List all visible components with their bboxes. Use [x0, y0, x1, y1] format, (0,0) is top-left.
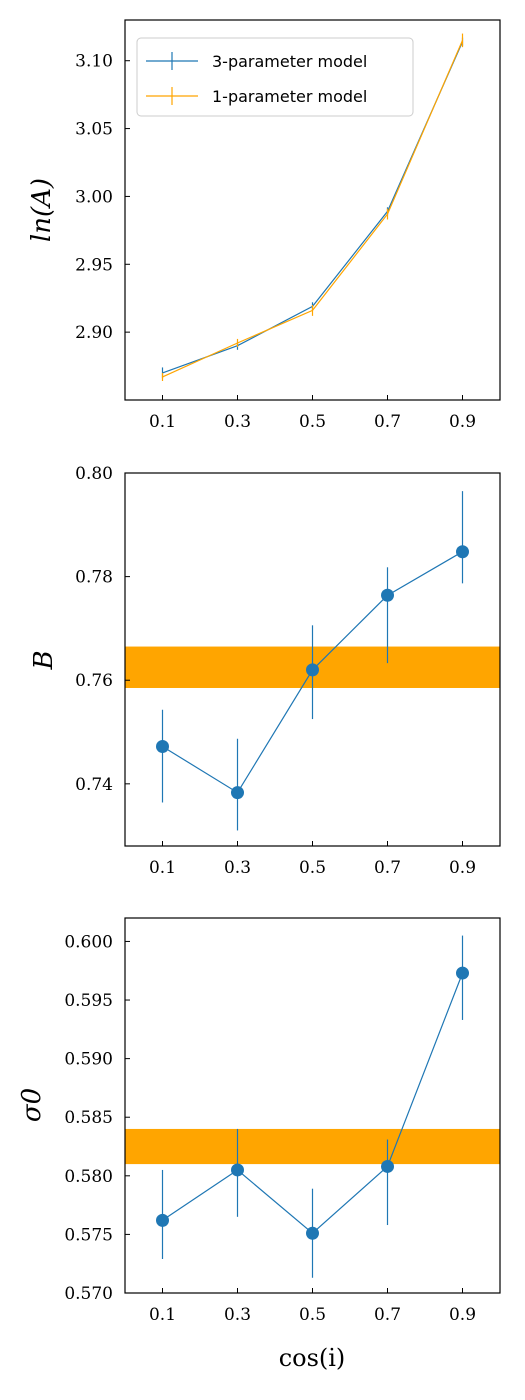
panel-sigma0: 0.1 0.3 0.5 0.7 0.9 0.570 0.575 0.580 0.585 0.590… [17, 917, 501, 1325]
y-tick-label: 0.595 [64, 991, 113, 1011]
x-tick-label: 0.3 [224, 1305, 251, 1325]
y-axis-label: σ0 [17, 1088, 47, 1122]
y-tick-label: 0.575 [64, 1225, 113, 1245]
x-tick-label: 0.1 [149, 412, 176, 432]
y-tick-label: 3.05 [75, 120, 113, 140]
panel-B: 0.1 0.3 0.5 0.7 0.9 0.74 0.76 0.78 0.80 B [29, 464, 501, 878]
y-tick-label: 2.95 [75, 255, 113, 275]
x-tick-label: 0.1 [149, 858, 176, 878]
data-point [306, 663, 319, 677]
x-tick-label: 0.5 [299, 412, 326, 432]
data-point [456, 966, 469, 980]
x-tick-label: 0.7 [374, 412, 401, 432]
legend-box [136, 37, 414, 117]
y-tick-label: 0.570 [64, 1284, 113, 1304]
x-axis-label: cos(i) [279, 1344, 346, 1372]
x-tick-label: 0.3 [224, 858, 251, 878]
reference-band [125, 1128, 500, 1165]
x-tick-label: 0.5 [299, 1305, 326, 1325]
x-tick-label: 0.9 [449, 1305, 476, 1325]
legend-label-3param: 3-parameter model [212, 52, 367, 71]
legend: 3-parameter model 1-parameter model [136, 37, 414, 117]
y-tick-label: 0.74 [75, 775, 113, 795]
y-tick-label: 0.580 [64, 1167, 113, 1187]
data-point [306, 1226, 319, 1240]
y-axis-label: ln(A) [27, 178, 57, 242]
data-point [231, 786, 244, 800]
data-point [156, 740, 169, 754]
y-axis-label: B [29, 650, 59, 670]
data-point [381, 588, 394, 602]
y-tick-label: 0.600 [64, 932, 113, 952]
y-tick-label: 3.10 [75, 52, 113, 72]
panel-lnA: 0.1 0.3 0.5 0.7 0.9 2.90 2.95 3.00 3.05 3.10 3-pa… [27, 19, 501, 432]
y-tick-label: 0.76 [75, 671, 113, 691]
y-tick-label: 0.80 [75, 464, 113, 484]
y-tick-label: 0.585 [64, 1108, 113, 1128]
data-point [381, 1159, 394, 1173]
y-tick-label: 0.590 [64, 1050, 113, 1070]
data-point [231, 1163, 244, 1177]
legend-label-1param: 1-parameter model [212, 87, 367, 106]
data-point [156, 1213, 169, 1227]
x-tick-label: 0.5 [299, 858, 326, 878]
x-tick-label: 0.3 [224, 412, 251, 432]
y-tick-label: 0.78 [75, 568, 113, 588]
x-tick-label: 0.9 [449, 412, 476, 432]
x-tick-label: 0.7 [374, 858, 401, 878]
x-tick-label: 0.7 [374, 1305, 401, 1325]
x-tick-label: 0.1 [149, 1305, 176, 1325]
y-tick-label: 3.00 [75, 187, 113, 207]
x-tick-label: 0.9 [449, 858, 476, 878]
data-point [456, 545, 469, 559]
y-tick-label: 2.90 [75, 323, 113, 343]
